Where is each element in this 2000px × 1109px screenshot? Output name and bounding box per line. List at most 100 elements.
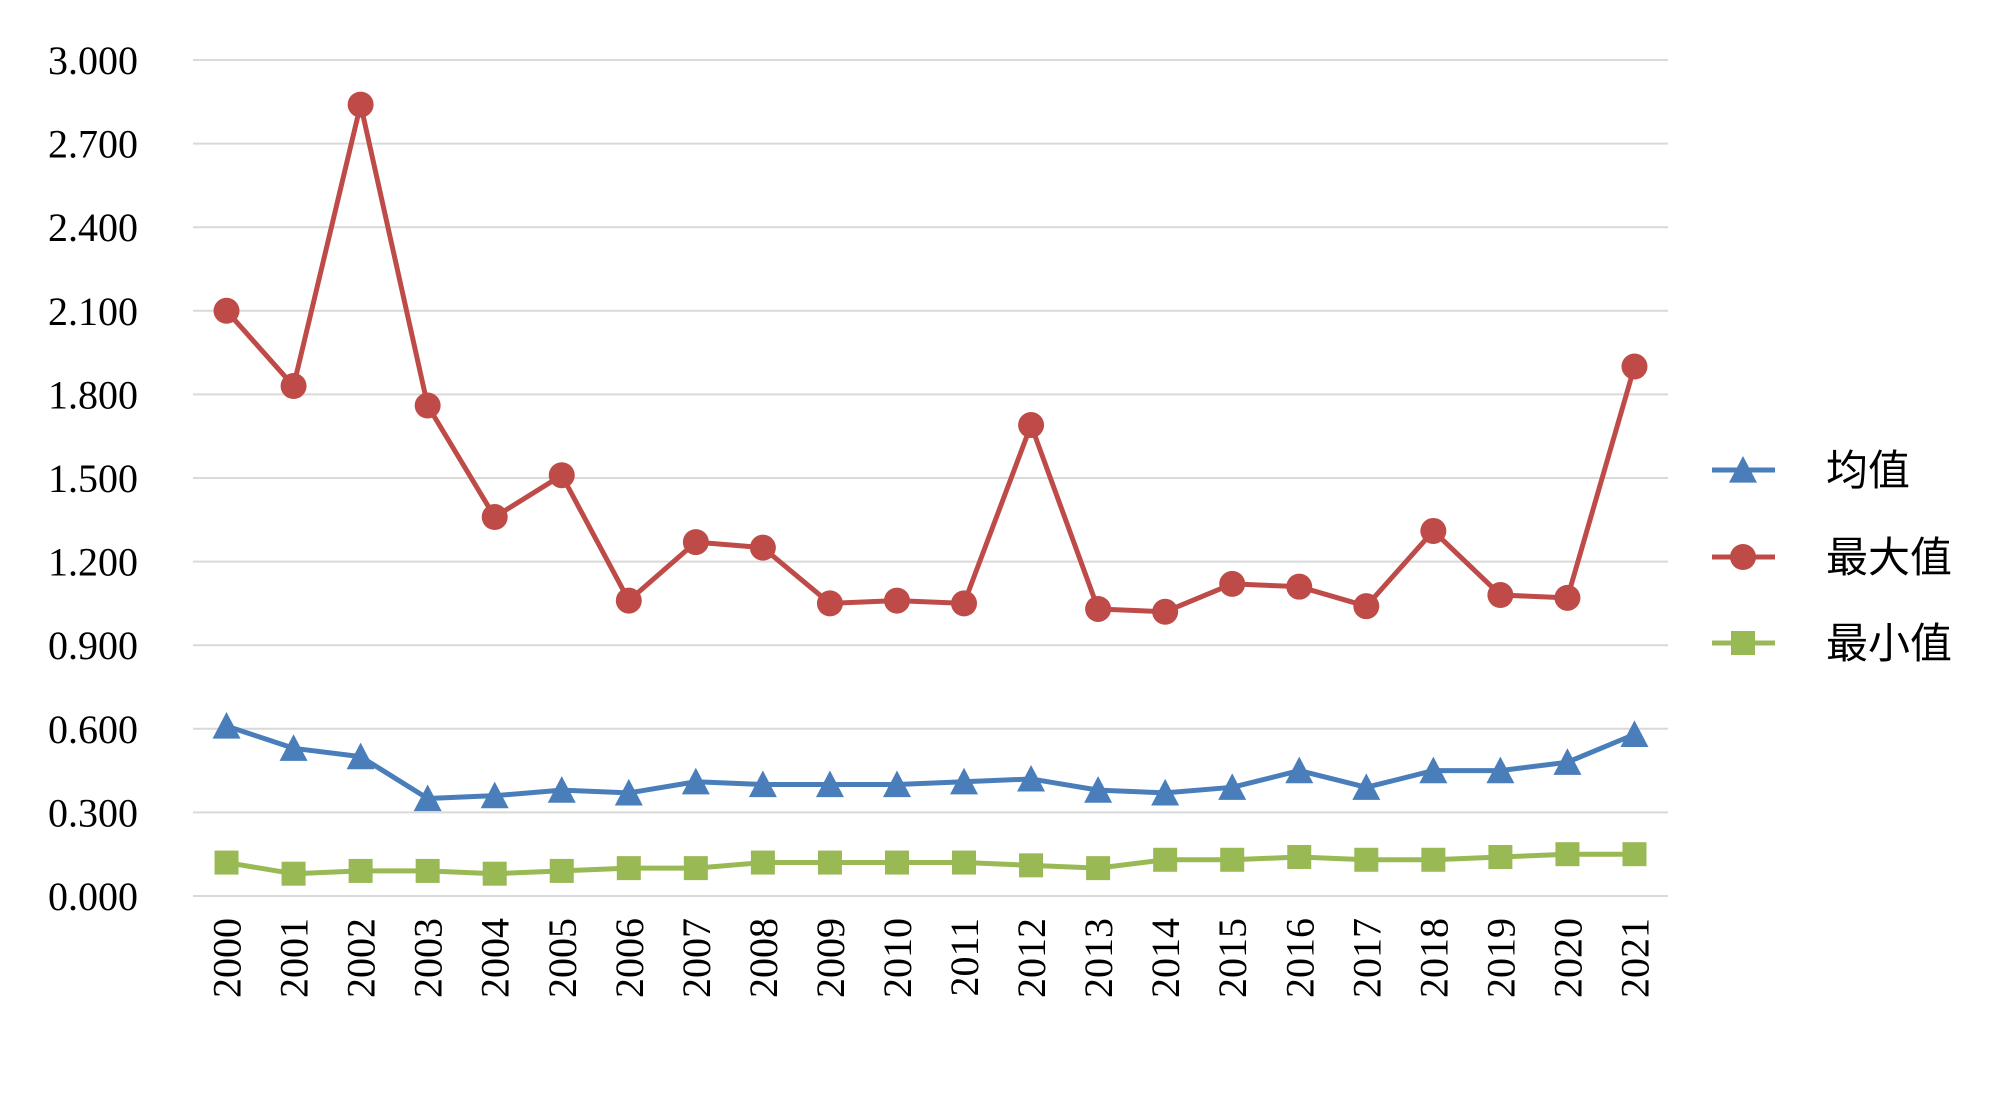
- data-point: [1017, 764, 1046, 792]
- data-point: [212, 712, 241, 739]
- x-tick-label: 2020: [1545, 918, 1590, 998]
- data-point: [681, 767, 710, 795]
- series-lines: [212, 91, 1649, 886]
- data-point: [682, 529, 709, 556]
- data-point: [1352, 773, 1381, 800]
- legend-marker: [1730, 544, 1756, 570]
- series-1: [213, 91, 1648, 625]
- data-point: [279, 734, 308, 761]
- series-line: [226, 851, 1635, 877]
- y-tick-label: 2.100: [48, 289, 138, 334]
- x-tick-label: 2012: [1009, 918, 1054, 998]
- y-tick-label: 0.300: [48, 790, 138, 835]
- data-point: [348, 858, 373, 883]
- data-point: [1419, 756, 1448, 784]
- x-tick-label: 2000: [205, 918, 250, 998]
- data-point: [281, 861, 306, 886]
- data-point: [1553, 748, 1582, 775]
- data-point: [749, 534, 776, 561]
- y-tick-label: 0.000: [48, 874, 138, 919]
- data-point: [1621, 353, 1648, 380]
- data-point: [414, 392, 441, 419]
- gridlines: [193, 59, 1668, 897]
- data-point: [615, 587, 642, 614]
- x-tick-label: 2016: [1277, 918, 1322, 998]
- data-point: [547, 776, 576, 803]
- data-point: [1286, 573, 1313, 600]
- data-point: [614, 778, 643, 806]
- x-tick-label: 2003: [406, 918, 451, 998]
- legend-label: 均值: [1826, 446, 1910, 495]
- data-point: [1018, 412, 1045, 439]
- data-point: [1421, 847, 1446, 872]
- data-point: [1622, 842, 1647, 867]
- y-tick-label: 2.400: [48, 205, 138, 250]
- data-point: [415, 858, 440, 883]
- data-point: [1554, 584, 1581, 611]
- series-line: [224, 102, 1637, 615]
- series-2: [214, 842, 1647, 886]
- data-point: [1019, 853, 1044, 878]
- data-point: [750, 850, 775, 875]
- y-tick-label: 3.000: [48, 38, 138, 83]
- data-point: [748, 770, 777, 798]
- data-point: [1218, 773, 1247, 800]
- x-tick-label: 2017: [1344, 918, 1389, 998]
- data-point: [1085, 595, 1112, 622]
- data-point: [549, 858, 574, 883]
- legend-label: 最大值: [1826, 533, 1952, 582]
- x-tick-label: 2013: [1076, 918, 1121, 998]
- data-point: [1285, 756, 1314, 784]
- data-point: [1287, 844, 1312, 869]
- data-point: [1219, 570, 1246, 597]
- data-point: [616, 856, 641, 881]
- data-point: [1487, 582, 1514, 609]
- x-tick-label: 2005: [540, 918, 585, 998]
- data-point: [280, 373, 307, 400]
- legend-item: 最大值: [1712, 533, 1952, 582]
- y-tick-label: 0.900: [48, 623, 138, 668]
- data-point: [214, 850, 239, 875]
- data-point: [1486, 756, 1515, 784]
- data-point: [347, 91, 374, 118]
- data-point: [1086, 856, 1111, 881]
- legend-item: 均值: [1712, 446, 1910, 495]
- data-point: [346, 742, 375, 770]
- x-tick-label: 2018: [1411, 918, 1456, 998]
- y-tick-label: 1.200: [48, 540, 138, 585]
- x-tick-label: 2004: [473, 918, 518, 998]
- y-tick-label: 1.800: [48, 372, 138, 417]
- y-tick-label: 0.600: [48, 707, 138, 752]
- data-point: [1220, 847, 1245, 872]
- data-point: [1488, 844, 1513, 869]
- legend-item: 最小值: [1712, 619, 1952, 668]
- x-tick-label: 2001: [272, 918, 317, 998]
- x-tick-label: 2002: [339, 918, 384, 998]
- data-point: [1152, 598, 1179, 625]
- x-tick-label: 2010: [875, 918, 920, 998]
- x-tick-label: 2015: [1210, 918, 1255, 998]
- y-tick-label: 1.500: [48, 456, 138, 501]
- x-tick-label: 2011: [942, 918, 987, 997]
- series-0: [212, 712, 1649, 812]
- data-point: [816, 590, 843, 617]
- data-point: [213, 297, 240, 324]
- x-tick-label: 2006: [607, 918, 652, 998]
- data-point: [481, 504, 508, 531]
- data-point: [815, 770, 844, 798]
- data-point: [1354, 847, 1379, 872]
- data-point: [480, 781, 509, 809]
- data-point: [952, 850, 977, 875]
- data-point: [1353, 593, 1380, 620]
- legend-marker: [1731, 631, 1755, 655]
- data-point: [882, 770, 911, 798]
- x-tick-label: 2008: [741, 918, 786, 998]
- x-tick-label: 2019: [1478, 918, 1523, 998]
- y-axis-ticks: 0.000 0.300 0.600 0.900 1.200 1.500 1.800 2.100…: [48, 38, 138, 919]
- x-tick-label: 2007: [674, 918, 719, 998]
- data-point: [548, 462, 575, 489]
- data-point: [883, 587, 910, 614]
